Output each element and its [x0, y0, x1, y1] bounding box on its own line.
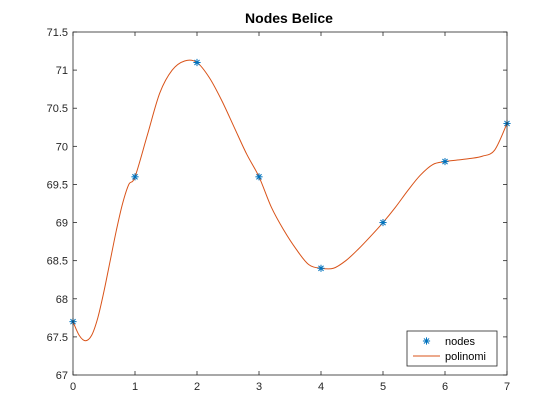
chart-title: Nodes Belice [245, 10, 333, 26]
y-tick-label: 69 [56, 218, 68, 230]
y-tick-label: 70 [56, 141, 68, 153]
x-tick-label: 6 [442, 381, 448, 393]
data-point-nodes [441, 157, 449, 166]
data-point-nodes [317, 264, 325, 272]
x-tick-label: 7 [504, 381, 510, 393]
x-tick-label: 4 [318, 381, 324, 393]
data-point-nodes [379, 218, 387, 227]
axes-box [72, 31, 508, 376]
legend-label-nodes: nodes [445, 336, 475, 348]
y-tick-label: 67.5 [47, 332, 68, 344]
legend-marker-nodes [422, 337, 431, 345]
x-tick-label: 2 [194, 381, 200, 393]
y-tick-label: 68.5 [47, 256, 68, 268]
legend-box [406, 330, 498, 367]
y-axis-ticks: 67 67.5 68 68.5 69 69.5 70 70.5 71 71.5 [47, 27, 507, 382]
y-tick-label: 67 [56, 370, 68, 382]
axes-frame [72, 31, 508, 376]
data-point-nodes [255, 173, 263, 181]
legend: nodes polinomi [406, 330, 498, 367]
x-tick-label: 1 [132, 381, 138, 393]
y-tick-label: 69.5 [47, 179, 68, 191]
x-tick-label: 0 [70, 381, 76, 393]
y-tick-label: 70.5 [47, 103, 68, 115]
y-tick-label: 68 [56, 294, 68, 306]
legend-label-polinomi: polinomi [445, 351, 486, 363]
y-tick-label: 71 [56, 65, 68, 77]
x-tick-label: 5 [380, 381, 386, 393]
data-point-nodes [193, 58, 201, 67]
legend-marker-asterisk [422, 337, 431, 345]
data-point-nodes [131, 173, 139, 181]
y-tick-label: 71.5 [47, 27, 68, 39]
x-axis-ticks: 0 1 2 3 4 5 6 7 [70, 32, 510, 393]
x-tick-label: 3 [256, 381, 262, 393]
